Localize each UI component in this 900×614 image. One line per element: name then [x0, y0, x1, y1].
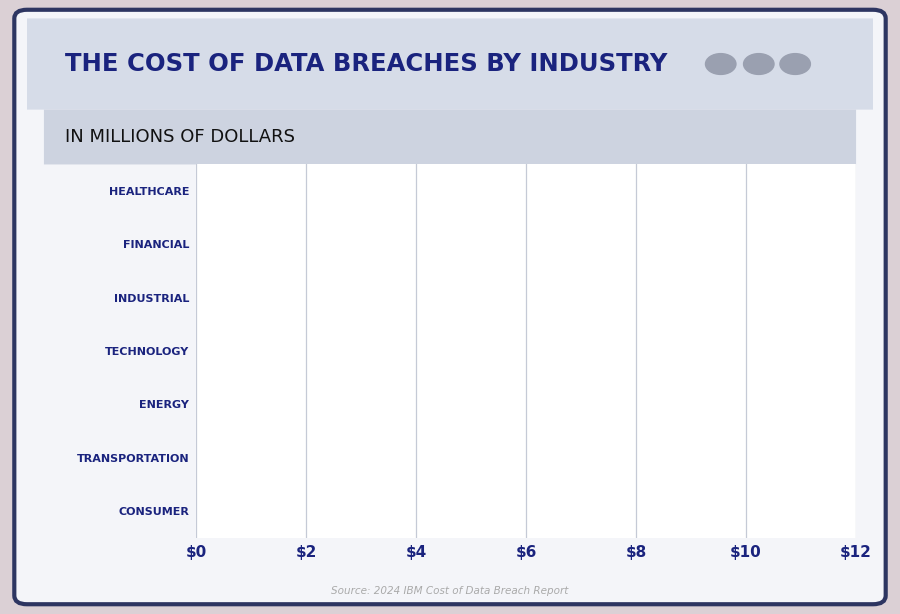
Circle shape [706, 53, 736, 74]
Circle shape [743, 53, 774, 74]
Text: THE COST OF DATA BREACHES BY INDUSTRY: THE COST OF DATA BREACHES BY INDUSTRY [65, 52, 668, 76]
FancyBboxPatch shape [27, 18, 873, 110]
Circle shape [780, 53, 810, 74]
FancyBboxPatch shape [14, 10, 886, 604]
Text: Source: 2024 IBM Cost of Data Breach Report: Source: 2024 IBM Cost of Data Breach Rep… [331, 586, 569, 596]
Text: IN MILLIONS OF DOLLARS: IN MILLIONS OF DOLLARS [65, 128, 295, 146]
FancyBboxPatch shape [44, 110, 856, 165]
